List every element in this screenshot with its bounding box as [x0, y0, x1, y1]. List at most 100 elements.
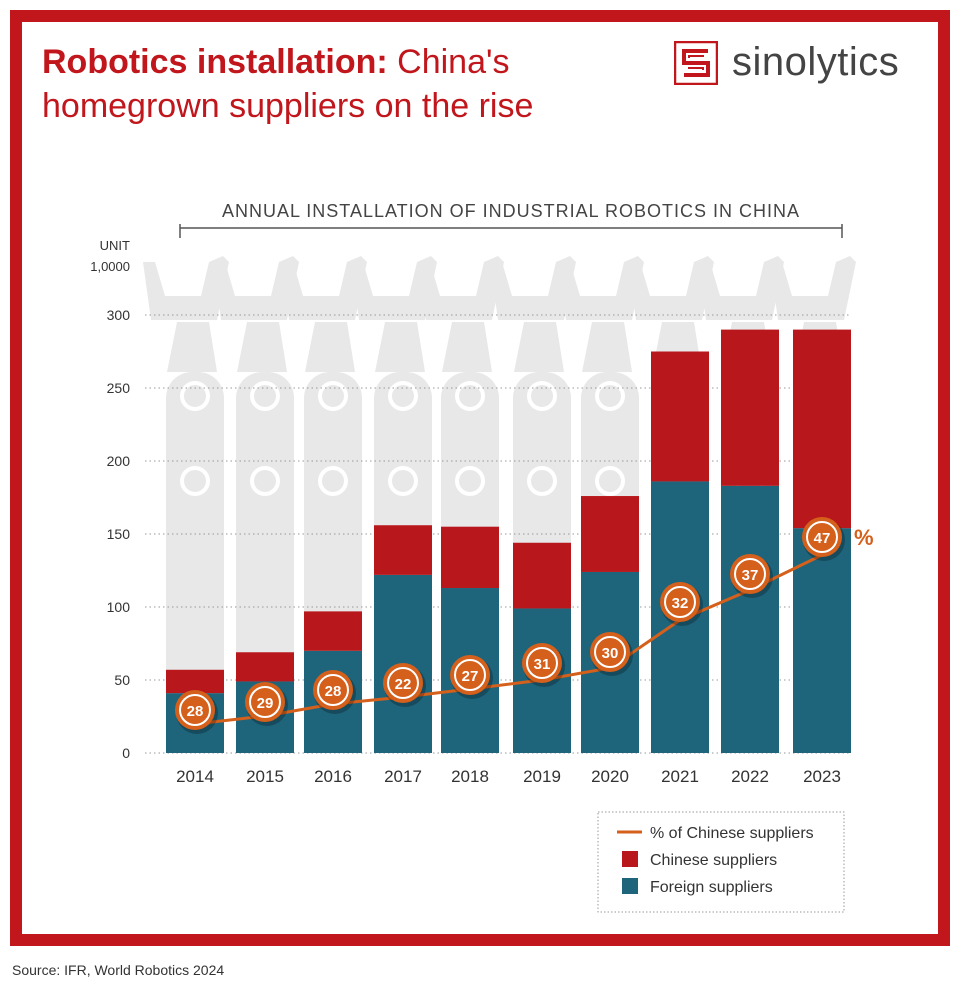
- percent-marker-ring: [526, 647, 558, 679]
- robot-gripper-icon: [281, 256, 367, 320]
- bar-chinese-2017: [374, 525, 432, 575]
- percent-marker-ring: [179, 694, 211, 726]
- robot-joint-icon: [180, 381, 210, 411]
- bar-foreign-2022: [721, 485, 779, 753]
- robot-wrist-icon: [514, 322, 564, 372]
- robot-joint-icon: [250, 466, 280, 496]
- y-tick-label: 50: [114, 672, 130, 688]
- percent-marker-ring: [387, 667, 419, 699]
- robot-joint-icon: [527, 381, 557, 411]
- x-tick-label: 2016: [314, 767, 352, 786]
- percent-marker-ring: [594, 636, 626, 668]
- logo-text: sinolytics: [732, 40, 900, 84]
- bar-chinese-2014: [166, 669, 224, 694]
- bar-chinese-2016: [304, 611, 362, 651]
- chart-subtitle: ANNUAL INSTALLATION OF INDUSTRIAL ROBOTI…: [222, 201, 800, 221]
- y-tick-label: 150: [107, 526, 131, 542]
- robot-gripper-icon: [418, 256, 504, 320]
- percent-marker-ring: [317, 674, 349, 706]
- robot-joint-icon: [455, 466, 485, 496]
- title-bg: [174, 198, 848, 224]
- percent-label: 30: [602, 645, 619, 662]
- percent-line: [194, 553, 823, 726]
- robot-joint-icon: [595, 381, 625, 411]
- robot-wrist-icon: [442, 322, 492, 372]
- robot-joint-icon: [388, 381, 418, 411]
- bar-chinese-2019: [513, 542, 571, 609]
- source-note: Source: IFR, World Robotics 2024: [12, 962, 225, 978]
- bar-chinese-2021: [651, 351, 709, 482]
- legend-label-percent: % of Chinese suppliers: [650, 825, 814, 842]
- y-tick-label: 200: [107, 453, 131, 469]
- percent-label: 31: [534, 656, 551, 673]
- bar-chinese-2023: [793, 329, 851, 529]
- percent-label: 37: [742, 567, 759, 584]
- percent-label: 32: [672, 595, 689, 612]
- x-tick-label: 2021: [661, 767, 699, 786]
- x-tick-label: 2023: [803, 767, 841, 786]
- legend-swatch-foreign: [622, 878, 638, 894]
- bar-foreign-2023: [793, 528, 851, 753]
- x-tick-label: 2018: [451, 767, 489, 786]
- y-tick-label: 250: [107, 380, 131, 396]
- robot-wrist-icon: [237, 322, 287, 372]
- legend: % of Chinese suppliers Chinese suppliers…: [597, 811, 845, 913]
- robot-wrist-icon: [582, 322, 632, 372]
- x-tick-label: 2020: [591, 767, 629, 786]
- bar-chinese-2018: [441, 526, 499, 589]
- robot-gripper-icon: [558, 256, 644, 320]
- percent-marker-ring: [664, 586, 696, 618]
- y-tick-label: 0: [122, 745, 130, 761]
- percent-marker-ring: [806, 521, 838, 553]
- robot-gripper-icon: [698, 256, 784, 320]
- percent-marker-ring: [734, 558, 766, 590]
- title-line2: homegrown suppliers on the rise: [42, 87, 534, 125]
- robot-wrist-icon: [305, 322, 355, 372]
- legend-label-chinese: Chinese suppliers: [650, 852, 777, 869]
- logo-mark-icon: [674, 40, 718, 85]
- x-tick-label: 2017: [384, 767, 422, 786]
- title-bold: Robotics installation:: [42, 43, 388, 81]
- chart-title: Robotics installation: China's homegrown…: [42, 40, 533, 128]
- robot-joint-icon: [180, 466, 210, 496]
- bar-chinese-2015: [236, 652, 294, 682]
- robot-gripper-icon: [490, 256, 576, 320]
- robot-joint-icon: [250, 381, 280, 411]
- y-axis-label: UNIT: [100, 238, 130, 253]
- legend-swatch-chinese: [622, 851, 638, 867]
- bar-chinese-2020: [581, 496, 639, 572]
- robot-arm-icon: [166, 372, 224, 753]
- x-tick-label: 2022: [731, 767, 769, 786]
- title-rest: China's: [397, 43, 510, 81]
- percent-marker-ring: [249, 686, 281, 718]
- y-tick-label: 100: [107, 599, 131, 615]
- robot-gripper-icon: [770, 256, 856, 320]
- robot-joint-icon: [527, 466, 557, 496]
- percent-marker-ring: [454, 659, 486, 691]
- robot-gripper-icon: [143, 256, 229, 320]
- x-tick-label: 2015: [246, 767, 284, 786]
- x-tick-label: 2019: [523, 767, 561, 786]
- percent-label: 22: [395, 676, 412, 693]
- robot-wrist-icon: [167, 322, 217, 372]
- percent-label: 47: [814, 530, 831, 547]
- x-tick-label: 2014: [176, 767, 214, 786]
- robot-joint-icon: [388, 466, 418, 496]
- robot-joint-icon: [318, 381, 348, 411]
- percent-label: 28: [187, 703, 204, 720]
- y-tick-label: 300: [107, 307, 131, 323]
- legend-box: [597, 811, 845, 913]
- robot-gripper-icon: [351, 256, 437, 320]
- percent-unit-label: %: [854, 525, 874, 550]
- robot-gripper-icon: [213, 256, 299, 320]
- sinolytics-logo: sinolytics: [674, 40, 899, 85]
- robot-joint-icon: [595, 466, 625, 496]
- robot-joint-icon: [455, 381, 485, 411]
- percent-label: 29: [257, 695, 274, 712]
- bar-chinese-2022: [721, 329, 779, 486]
- robot-joint-icon: [318, 466, 348, 496]
- robot-wrist-icon: [375, 322, 425, 372]
- legend-label-foreign: Foreign suppliers: [650, 879, 773, 896]
- percent-label: 27: [462, 668, 479, 685]
